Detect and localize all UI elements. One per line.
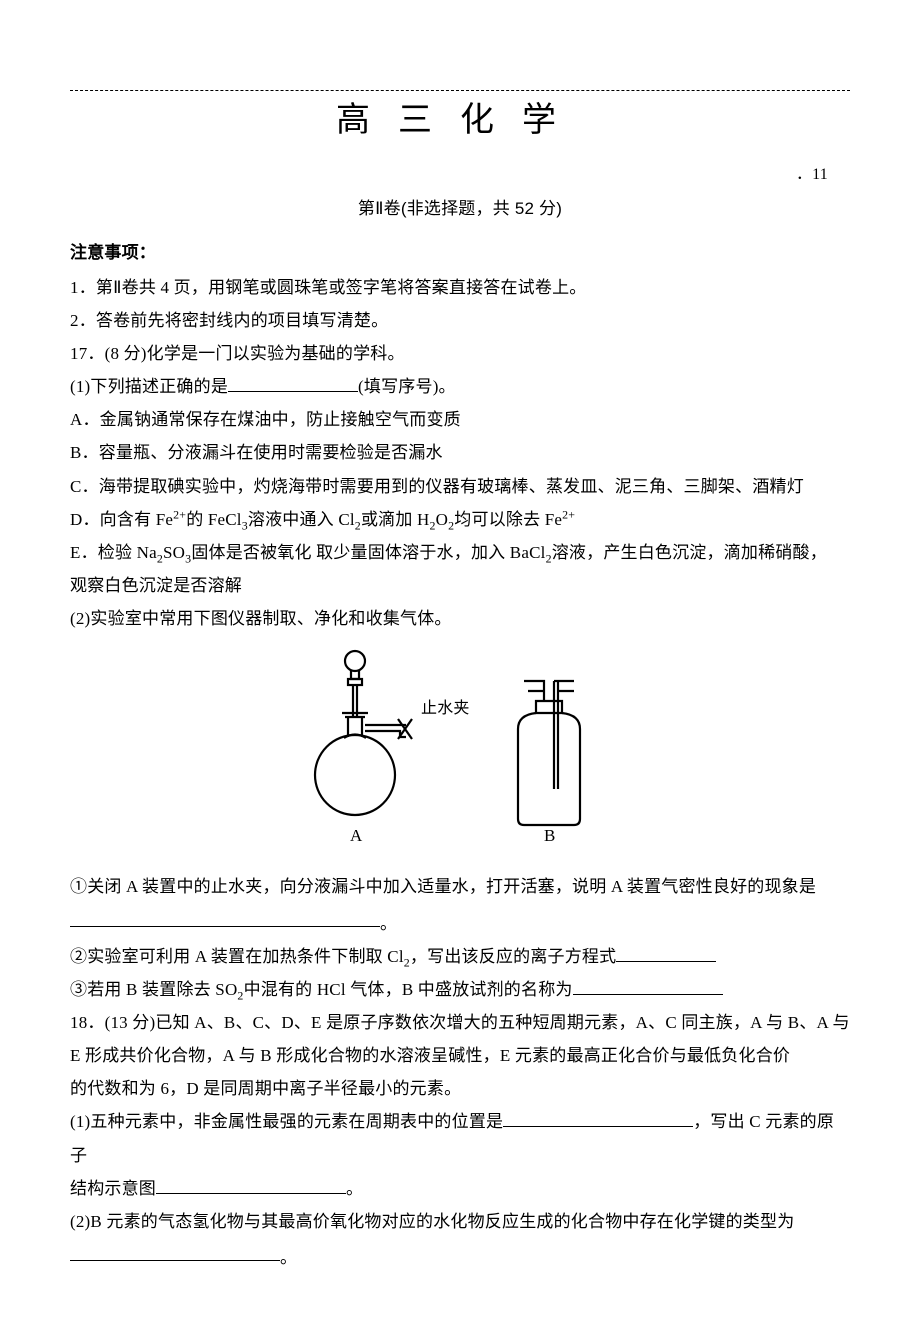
notice-item-1: 1．第Ⅱ卷共 4 页，用钢笔或圆珠笔或签字笔将答案直接答在试卷上。 (70, 271, 850, 304)
sup-2plus: 2+ (562, 507, 575, 521)
q18-head-text: 18．(13 分)已知 A、B、C、D、E 是原子序数依次增大的五种短周期元素，… (70, 1013, 850, 1065)
q18-sub1: (1)五种元素中，非金属性最强的元素在周期表中的位置是，写出 C 元素的原子 (70, 1105, 850, 1171)
txt: 结构示意图 (70, 1179, 156, 1198)
q18-sub2-period: 。 (280, 1241, 850, 1274)
q17-sub2-1: ①关闭 A 装置中的止水夹，向分液漏斗中加入适量水，打开活塞，说明 A 装置气密… (70, 870, 850, 903)
txt: ②实验室可利用 A 装置在加热条件下制取 Cl (70, 947, 404, 966)
txt: 或滴加 H (361, 510, 430, 529)
blank-answer-input[interactable] (503, 1111, 693, 1127)
txt: 固体是否被氧化 取少量固体溶于水，加入 BaCl (191, 543, 545, 562)
txt: (1)五种元素中，非金属性最强的元素在周期表中的位置是 (70, 1112, 503, 1131)
txt: 溶液中通入 Cl (248, 510, 355, 529)
txt: ③若用 B 装置除去 SO (70, 980, 237, 999)
clamp-label: 止水夹 (421, 699, 470, 717)
apparatus-svg: 止水夹 A B (310, 639, 610, 849)
q17-opt-e: E．检验 Na2SO3固体是否被氧化 取少量固体溶于水，加入 BaCl2溶液，产… (70, 536, 850, 569)
apparatus-diagram: 止水夹 A B (70, 639, 850, 860)
blank-answer-input[interactable] (228, 376, 358, 392)
section-title: 第Ⅱ卷(非选择题，共 52 分) (70, 192, 850, 225)
q17-opt-a: A．金属钠通常保存在煤油中，防止接触空气而变质 (70, 403, 850, 436)
diagram-label-b: B (544, 826, 556, 845)
q18-sub2: (2)B 元素的气态氢化物与其最高价氧化物对应的水化物反应生成的化合物中存在化学… (70, 1205, 850, 1238)
notice-item-2: 2．答卷前先将密封线内的项目填写清楚。 (70, 304, 850, 337)
q17-opt-b: B．容量瓶、分液漏斗在使用时需要检验是否漏水 (70, 436, 850, 469)
q17-sub2-3: ③若用 B 装置除去 SO2中混有的 HCl 气体，B 中盛放试剂的名称为 (70, 973, 850, 1006)
q17-sub2-1-period: 。 (380, 907, 850, 940)
blank-answer-input[interactable] (616, 946, 716, 962)
txt: SO (163, 543, 185, 562)
date-meta: ．11 (70, 159, 850, 190)
q17-sub2-2: ②实验室可利用 A 装置在加热条件下制取 Cl2，写出该反应的离子方程式 (70, 940, 850, 973)
q18-head: 18．(13 分)已知 A、B、C、D、E 是原子序数依次增大的五种短周期元素，… (70, 1006, 850, 1072)
txt: 溶液，产生白色沉淀，滴加稀硝酸， (552, 543, 827, 562)
q17-head: 17．(8 分)化学是一门以实验为基础的学科。 (70, 337, 850, 370)
txt: 均可以除去 Fe (454, 510, 562, 529)
blank-answer-input[interactable] (70, 910, 380, 927)
q17-sub1-suffix: (填写序号)。 (358, 377, 456, 396)
diagram-label-a: A (350, 826, 363, 845)
q17-opt-d: D．向含有 Fe2+的 FeCl3溶液中通入 Cl2或滴加 H2O2均可以除去 … (70, 503, 850, 536)
notice-heading: 注意事项： (70, 236, 850, 269)
q18-sub1-line2: 结构示意图 。 (70, 1172, 850, 1205)
txt: 的 FeCl (186, 510, 242, 529)
q17-opt-c: C．海带提取碘实验中，灼烧海带时需要用到的仪器有玻璃棒、蒸发皿、泥三角、三脚架、… (70, 470, 850, 503)
period: 。 (346, 1179, 363, 1198)
q18-head-line3: 的代数和为 6，D 是同周期中离子半径最小的元素。 (70, 1072, 850, 1105)
txt: ，写出该反应的离子方程式 (410, 947, 616, 966)
q17-sub1-prefix: (1)下列描述正确的是 (70, 377, 228, 396)
blank-answer-input[interactable] (156, 1178, 346, 1194)
txt: E．检验 Na (70, 543, 157, 562)
q17-sub1: (1)下列描述正确的是 (填写序号)。 (70, 370, 850, 403)
q17-opt-e-line2: 观察白色沉淀是否溶解 (70, 569, 850, 602)
blank-answer-input[interactable] (70, 1244, 280, 1261)
main-title: 高三化学 (70, 87, 850, 153)
txt: D．向含有 Fe (70, 510, 173, 529)
q17-sub2: (2)实验室中常用下图仪器制取、净化和收集气体。 (70, 602, 850, 635)
blank-answer-input[interactable] (573, 979, 723, 995)
sup-2plus: 2+ (173, 507, 186, 521)
txt: 中混有的 HCl 气体，B 中盛放试剂的名称为 (244, 980, 573, 999)
txt: O (436, 510, 448, 529)
